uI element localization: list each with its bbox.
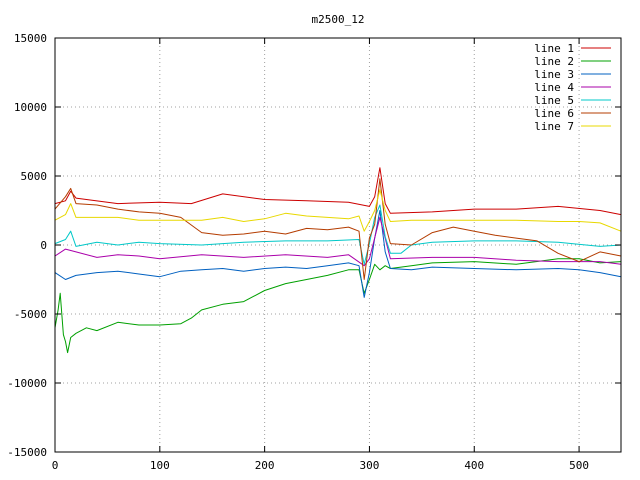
- y-tick-label: 0: [40, 239, 47, 252]
- x-tick-label: 500: [569, 459, 589, 472]
- y-tick-label: 15000: [14, 32, 47, 45]
- series-line-4: [54, 216, 622, 267]
- y-tick-label: 5000: [21, 170, 48, 183]
- grid-lines: [55, 38, 621, 452]
- legend-label-4: line 4: [534, 81, 574, 94]
- x-tick-label: 300: [360, 459, 380, 472]
- series-line-7: [54, 189, 622, 232]
- x-tick-label: 100: [150, 459, 170, 472]
- axis-ticks: 0 100 200 300 400 500 -15000 -10000 -5000 0 5000 10…: [7, 32, 621, 472]
- series-line-5: [54, 204, 622, 265]
- series-line-2: [54, 258, 622, 354]
- legend-label-6: line 6: [534, 107, 574, 120]
- x-tick-label: 0: [52, 459, 59, 472]
- series-group: [54, 167, 622, 354]
- y-tick-label: -5000: [14, 308, 47, 321]
- series-line-3: [54, 210, 622, 298]
- y-tick-label: -15000: [7, 446, 47, 459]
- y-tick-label: 10000: [14, 101, 47, 114]
- x-tick-label: 400: [464, 459, 484, 472]
- y-tick-label: -10000: [7, 377, 47, 390]
- chart-title: m2500_12: [312, 13, 365, 26]
- legend-label-5: line 5: [534, 94, 574, 107]
- x-tick-label: 200: [255, 459, 275, 472]
- legend-label-3: line 3: [534, 68, 574, 81]
- series-line-1: [54, 167, 622, 216]
- legend-label-7: line 7: [534, 120, 574, 133]
- legend-label-1: line 1: [534, 42, 574, 55]
- series-line-6: [54, 178, 622, 280]
- legend-label-2: line 2: [534, 55, 574, 68]
